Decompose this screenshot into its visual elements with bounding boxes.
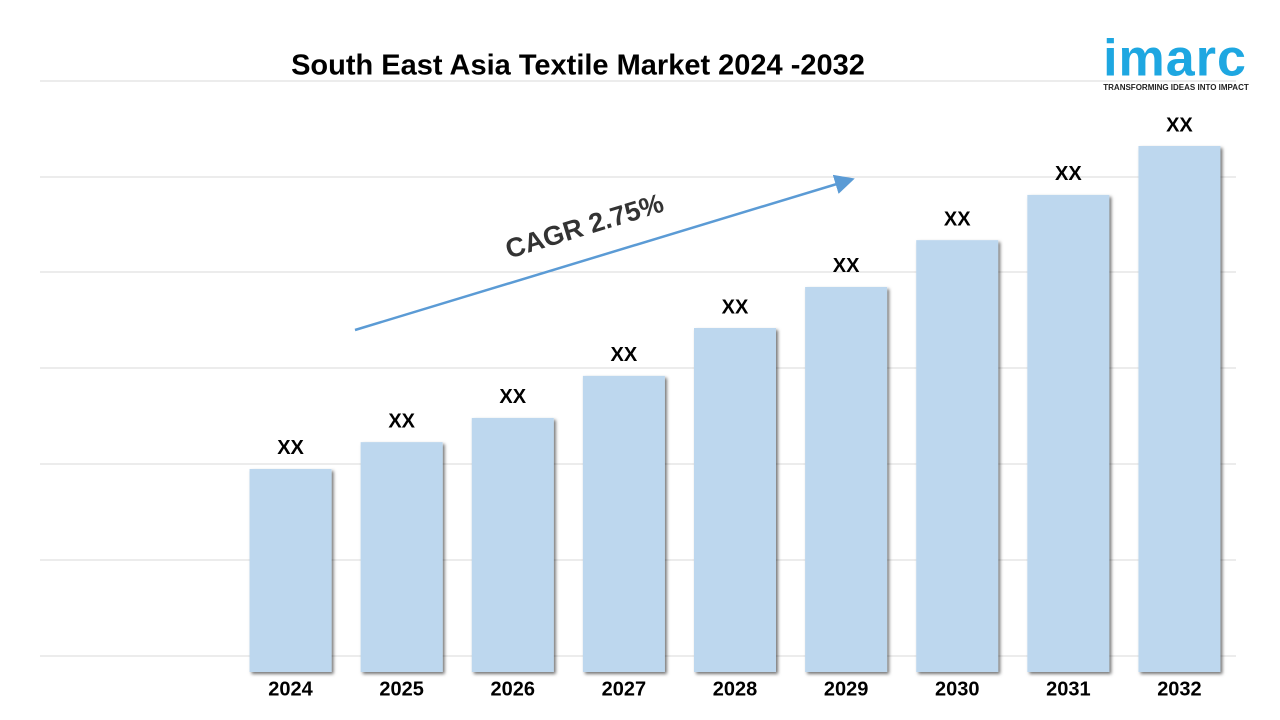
- cagr-annotation: CAGR 2.75%: [502, 188, 667, 265]
- value-label: XX: [277, 437, 304, 459]
- bar: [916, 240, 999, 673]
- chart-title: South East Asia Textile Market 2024 -203…: [291, 50, 865, 82]
- x-tick-label: 2028: [713, 678, 758, 700]
- value-label: XX: [944, 208, 971, 230]
- x-tick-label: 2031: [1046, 678, 1091, 700]
- x-tick-label: 2026: [491, 678, 536, 700]
- x-tick-label: 2025: [379, 678, 424, 700]
- x-tick-label: 2030: [935, 678, 980, 700]
- bar: [805, 286, 888, 672]
- bar: [471, 417, 554, 672]
- bar: [1027, 194, 1110, 672]
- logo-name: imarc: [1103, 30, 1247, 88]
- x-tick-label: 2032: [1157, 678, 1202, 700]
- bar: [582, 375, 665, 672]
- cagr-arrow: [354, 174, 855, 332]
- x-tick-label: 2029: [824, 678, 869, 700]
- value-label: XX: [722, 296, 749, 318]
- value-label: XX: [1055, 163, 1082, 185]
- value-label: XX: [1166, 114, 1193, 136]
- x-tick-label: 2024: [268, 678, 313, 700]
- bar: [360, 442, 443, 672]
- value-label: XX: [611, 344, 638, 366]
- bar: [1138, 146, 1221, 672]
- bar: [249, 468, 332, 672]
- bars: 2024 XX 2025 XX 2026 XX 2027 XX 2028 XX 2029 XX 2030…: [249, 114, 1221, 700]
- bar: [694, 327, 776, 672]
- logo: imarc TRANSFORMING IDEAS INTO IMPACT: [1103, 30, 1249, 92]
- logo-tagline: TRANSFORMING IDEAS INTO IMPACT: [1103, 83, 1249, 92]
- x-tick-label: 2027: [602, 678, 647, 700]
- value-label: XX: [499, 386, 526, 408]
- value-label: XX: [833, 255, 860, 277]
- value-label: XX: [388, 410, 415, 432]
